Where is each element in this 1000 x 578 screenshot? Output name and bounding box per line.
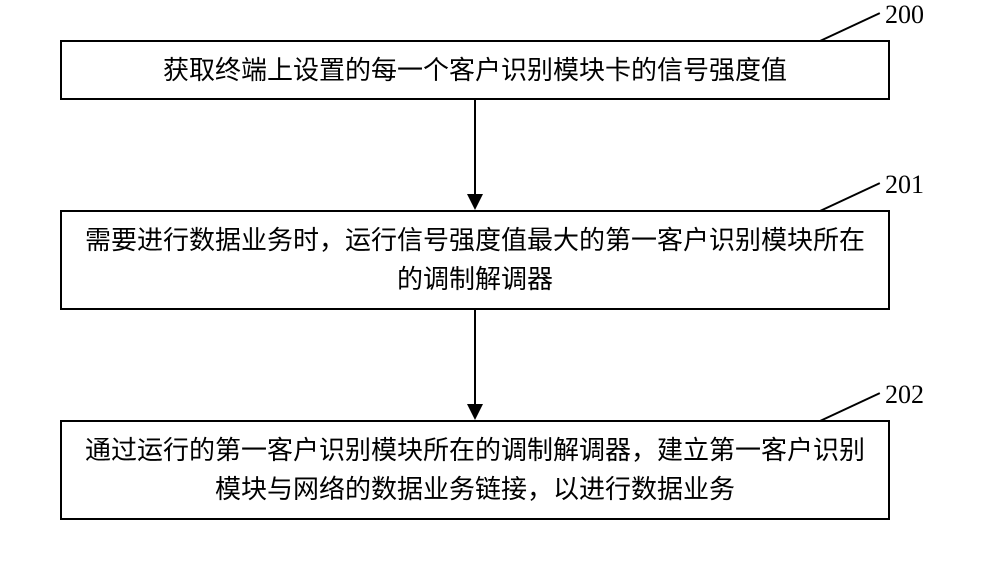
flowchart-canvas: 获取终端上设置的每一个客户识别模块卡的信号强度值 200 需要进行数据业务时，运… <box>0 0 1000 578</box>
flow-node-202-label: 202 <box>885 380 924 410</box>
flow-node-200-leader <box>820 12 881 42</box>
flow-node-201-text: 需要进行数据业务时，运行信号强度值最大的第一客户识别模块所在的调制解调器 <box>82 221 868 299</box>
flow-node-202-text: 通过运行的第一客户识别模块所在的调制解调器，建立第一客户识别模块与网络的数据业务… <box>82 431 868 509</box>
flow-node-201-leader <box>820 182 881 212</box>
flow-node-202-leader <box>820 392 881 422</box>
flow-node-200: 获取终端上设置的每一个客户识别模块卡的信号强度值 <box>60 40 890 100</box>
flow-node-201: 需要进行数据业务时，运行信号强度值最大的第一客户识别模块所在的调制解调器 <box>60 210 890 310</box>
flow-node-200-label: 200 <box>885 0 924 30</box>
flow-node-202: 通过运行的第一客户识别模块所在的调制解调器，建立第一客户识别模块与网络的数据业务… <box>60 420 890 520</box>
flow-node-200-text: 获取终端上设置的每一个客户识别模块卡的信号强度值 <box>163 51 787 90</box>
flow-edge-200-201 <box>475 100 476 210</box>
flow-node-201-label: 201 <box>885 170 924 200</box>
flow-edge-201-202 <box>475 310 476 420</box>
